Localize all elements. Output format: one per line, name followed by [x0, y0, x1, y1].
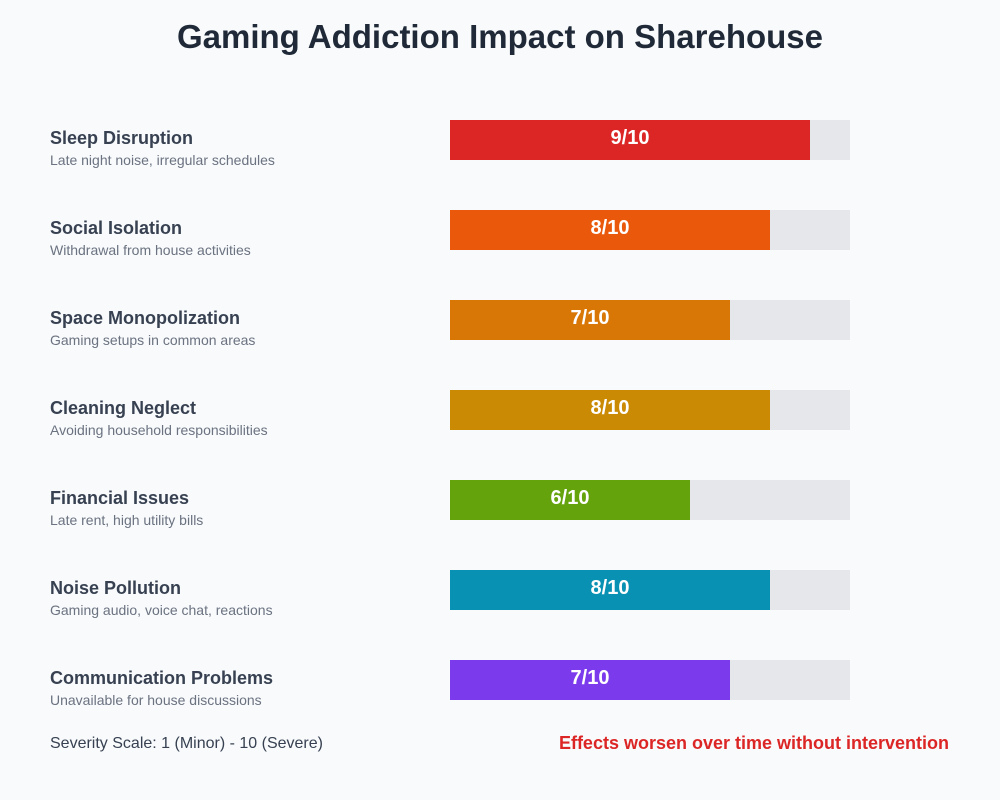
severity-scale-note: Severity Scale: 1 (Minor) - 10 (Severe) — [50, 735, 323, 752]
data-label: 7/10 — [570, 307, 610, 329]
bar-track: 8/10 — [450, 570, 850, 610]
data-label: 7/10 — [570, 667, 610, 689]
bar-track: 8/10 — [450, 390, 850, 430]
bar-row: Space Monopolization Gaming setups in com… — [0, 280, 1000, 370]
bar-row: Noise Pollution Gaming audio, voice chat,… — [0, 550, 1000, 640]
category-label: Noise Pollution — [50, 578, 182, 598]
bar-track: 7/10 — [450, 660, 850, 700]
bar-track: 6/10 — [450, 480, 850, 520]
bar: 6/10 — [450, 480, 690, 520]
category-description: Withdrawal from house activities — [50, 242, 251, 258]
bar-row: Financial Issues Late rent, high utility … — [0, 460, 1000, 550]
bar-track: 8/10 — [450, 210, 850, 250]
category-description: Avoiding household responsibilities — [50, 422, 268, 438]
bar: 7/10 — [450, 660, 730, 700]
warning-note: Effects worsen over time without interve… — [558, 733, 949, 753]
bar-row: Communication Problems Unavailable for ho… — [0, 640, 1000, 730]
data-label: 8/10 — [590, 577, 630, 599]
bar-row: Sleep Disruption Late night noise, irregu… — [0, 100, 1000, 190]
category-description: Late rent, high utility bills — [50, 512, 204, 528]
category-label: Communication Problems — [50, 668, 274, 688]
chart-title: Gaming Addiction Impact on Sharehouse — [176, 18, 823, 55]
bar: 8/10 — [450, 390, 770, 430]
bar-row: Social Isolation Withdrawal from house ac… — [0, 190, 1000, 280]
category-description: Gaming setups in common areas — [50, 332, 256, 348]
category-description: Gaming audio, voice chat, reactions — [50, 602, 273, 618]
data-label: 9/10 — [610, 127, 650, 149]
data-label: 6/10 — [550, 487, 590, 509]
bar-track: 9/10 — [450, 120, 850, 160]
bar: 9/10 — [450, 120, 810, 160]
category-label: Social Isolation — [50, 218, 183, 238]
data-label: 8/10 — [590, 217, 630, 239]
category-description: Late night noise, irregular schedules — [50, 152, 275, 168]
category-label: Cleaning Neglect — [50, 398, 197, 418]
category-label: Sleep Disruption — [50, 128, 194, 148]
category-label: Space Monopolization — [50, 308, 241, 328]
bar: 7/10 — [450, 300, 730, 340]
bar-track: 7/10 — [450, 300, 850, 340]
category-description: Unavailable for house discussions — [50, 692, 262, 708]
data-label: 8/10 — [590, 397, 630, 419]
bar: 8/10 — [450, 570, 770, 610]
category-label: Financial Issues — [50, 488, 190, 508]
bar: 8/10 — [450, 210, 770, 250]
bar-row: Cleaning Neglect Avoiding household respo… — [0, 370, 1000, 460]
